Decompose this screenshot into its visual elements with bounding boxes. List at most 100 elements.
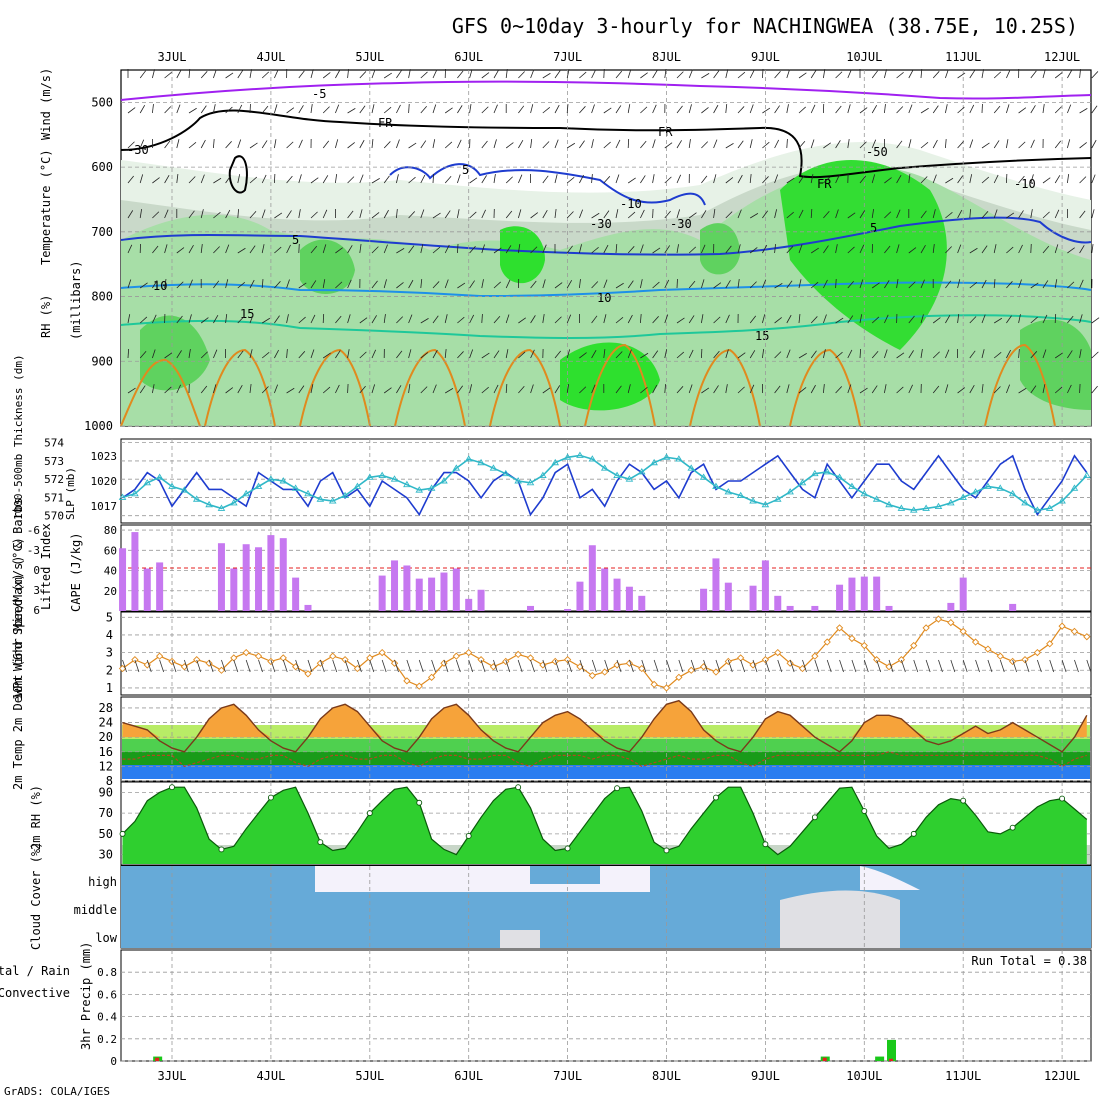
wind-barb bbox=[1067, 69, 1073, 79]
wind-barb bbox=[1042, 211, 1050, 219]
wind-barb bbox=[652, 350, 659, 359]
surface-wind-barb bbox=[1061, 659, 1067, 673]
precip-tick: 0.8 bbox=[97, 966, 117, 979]
wind-barb bbox=[627, 69, 632, 79]
wind-barb bbox=[542, 107, 551, 114]
rh-point bbox=[663, 847, 670, 854]
wind-barb bbox=[481, 386, 489, 394]
wind-speed-point bbox=[712, 668, 720, 676]
wind-barb bbox=[371, 139, 374, 149]
thickness-tick: 574 bbox=[44, 437, 64, 450]
cape-bar bbox=[242, 544, 250, 611]
wind-barb bbox=[774, 385, 781, 394]
contour-10 bbox=[120, 281, 1092, 298]
wind-barb bbox=[530, 384, 534, 394]
wind-barb bbox=[932, 244, 935, 254]
wind-barb bbox=[322, 140, 330, 149]
wind-barb bbox=[164, 244, 168, 254]
x-tick-top: 5JUL bbox=[355, 50, 384, 64]
wind-barb bbox=[505, 349, 509, 359]
rh-tick: 90 bbox=[99, 785, 113, 799]
wind-barb bbox=[298, 209, 301, 219]
wind-barb bbox=[871, 350, 879, 359]
wind-barb bbox=[493, 139, 497, 149]
wind-barb bbox=[871, 209, 875, 219]
contour-20-orange bbox=[120, 343, 1056, 427]
wind-barb bbox=[432, 173, 435, 184]
wind-barb bbox=[359, 139, 365, 149]
wind-barb bbox=[713, 104, 719, 114]
wind-speed-point bbox=[341, 656, 349, 664]
wind-barb bbox=[530, 280, 537, 289]
wind-barb bbox=[810, 350, 817, 359]
wind-barb bbox=[749, 350, 756, 359]
temp-tick: 16 bbox=[99, 745, 113, 759]
wind-barb bbox=[286, 107, 295, 114]
rh-point bbox=[317, 839, 324, 846]
wind-barb bbox=[432, 384, 437, 394]
wind-barb bbox=[493, 384, 499, 394]
wind-barb bbox=[591, 315, 598, 324]
wind-barb bbox=[542, 72, 551, 79]
wind-barb bbox=[188, 107, 197, 114]
thickness-point bbox=[848, 482, 856, 489]
thickness-point bbox=[625, 475, 634, 482]
wind-barb bbox=[701, 73, 710, 79]
wind-speed-point bbox=[724, 657, 732, 666]
wind-barb bbox=[835, 386, 843, 394]
wind-barb bbox=[542, 210, 548, 219]
wind-barb bbox=[383, 141, 391, 149]
thickness-point bbox=[192, 495, 201, 502]
thickness-point bbox=[798, 478, 807, 486]
wind-barb bbox=[993, 71, 1002, 79]
wind-barb bbox=[1030, 316, 1038, 324]
wind-barb bbox=[932, 385, 940, 394]
wind-barb bbox=[566, 384, 570, 394]
wind-barb bbox=[530, 315, 536, 324]
wind-barb bbox=[225, 106, 233, 114]
wind-barb bbox=[383, 314, 386, 324]
wind-barb bbox=[139, 174, 144, 184]
surface-wind-barb bbox=[134, 659, 140, 673]
wind-barb bbox=[152, 245, 159, 254]
wind-barb bbox=[371, 104, 375, 114]
rh-point bbox=[1009, 824, 1016, 831]
wind-barb bbox=[505, 245, 512, 254]
wind-barb bbox=[786, 104, 789, 114]
wind-barb bbox=[347, 245, 353, 254]
wind-barb bbox=[725, 177, 734, 184]
thickness-point bbox=[811, 469, 819, 477]
wind-barb bbox=[823, 314, 827, 324]
surface-wind-barb bbox=[740, 659, 746, 673]
wind-barb bbox=[127, 314, 131, 324]
thickness-point bbox=[637, 467, 646, 475]
precip-convective-bar bbox=[889, 1058, 894, 1061]
wind-speed-point bbox=[563, 656, 572, 664]
contour-label: -30 bbox=[590, 217, 612, 231]
surface-wind-barb bbox=[604, 659, 610, 673]
surface-wind-barb bbox=[715, 659, 721, 673]
wind-barb bbox=[261, 386, 269, 394]
wind-barb bbox=[1018, 210, 1024, 219]
pressure-tick: 700 bbox=[91, 225, 113, 239]
rh-point bbox=[713, 794, 719, 801]
contour-freezing-inner bbox=[228, 155, 248, 194]
wind-barb bbox=[1091, 317, 1100, 324]
wind-barb bbox=[444, 388, 454, 394]
wind-barb bbox=[213, 315, 219, 324]
wind-barb bbox=[176, 350, 182, 359]
wind-barb bbox=[676, 386, 684, 394]
wind-barb bbox=[249, 69, 252, 79]
cape-bar bbox=[712, 558, 720, 611]
wind-barb bbox=[347, 142, 355, 149]
wind-barb bbox=[274, 315, 280, 324]
wind-barb bbox=[1091, 105, 1098, 114]
wind-barb bbox=[688, 104, 692, 114]
wind-barb bbox=[505, 314, 510, 324]
surface-wind-barb bbox=[567, 659, 572, 673]
wind-barb bbox=[298, 316, 306, 324]
wind-speed-point bbox=[118, 664, 127, 673]
wind-barb bbox=[444, 175, 452, 184]
contour-label: FR bbox=[378, 116, 393, 130]
thickness-tick: 570 bbox=[44, 510, 64, 523]
